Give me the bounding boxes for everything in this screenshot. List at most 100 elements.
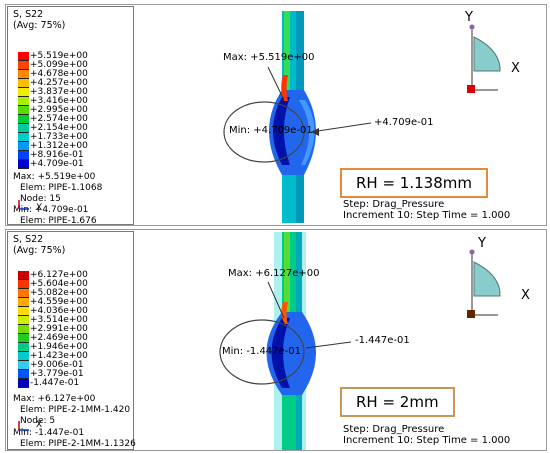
legend-level-label: +3.514e+00 xyxy=(30,315,88,325)
result-panel-top: S, S22 (Avg: 75%) +5.519e+00 +5.099e+00 +4… xyxy=(5,4,547,226)
min-value-callout: -1.447e-01 xyxy=(355,335,410,346)
max-info: Max: +6.127e+00 xyxy=(13,394,96,404)
legend-level-label: +1.946e+00 xyxy=(30,342,88,352)
legend-level-label: +1.312e+00 xyxy=(30,141,88,151)
legend-avg: (Avg: 75%) xyxy=(13,20,66,31)
legend-swatch xyxy=(18,343,29,352)
min-arrow-head xyxy=(311,128,319,136)
legend-swatch xyxy=(18,334,29,343)
min-elem: Elem: PIPE-1.676 xyxy=(20,216,97,226)
legend-swatch xyxy=(18,370,29,379)
legend-avg: (Avg: 75%) xyxy=(13,245,66,256)
legend-swatch xyxy=(18,52,29,61)
legend-level-label: +1.423e+00 xyxy=(30,351,88,361)
legend-swatch xyxy=(18,307,29,316)
legend-level-label: +2.154e+00 xyxy=(30,123,88,133)
axis-marker xyxy=(467,85,475,93)
legend-swatch xyxy=(18,280,29,289)
legend-swatch xyxy=(18,289,29,298)
legend-level-label: +5.082e+00 xyxy=(30,288,88,298)
legend-swatch xyxy=(18,61,29,70)
legend-labels: +6.127e+00 +5.604e+00 +5.082e+00 +4.559e+00… xyxy=(30,271,88,388)
legend-labels: +5.519e+00 +5.099e+00 +4.678e+00 +4.257e+00… xyxy=(30,52,88,169)
min-ellipse xyxy=(223,101,305,163)
legend-swatch xyxy=(18,325,29,334)
min-info: Min: +4.709e-01 xyxy=(13,205,89,215)
axis-marker xyxy=(467,310,475,318)
min-callout: Min: +4.709e-01 xyxy=(229,125,313,136)
rh-label-box: RH = 2mm xyxy=(340,387,455,417)
legend-swatch xyxy=(18,298,29,307)
legend-title: S, S22 xyxy=(13,9,44,20)
legend-level-label: +8.916e-01 xyxy=(30,150,84,160)
min-leader xyxy=(305,341,352,349)
max-elem: Elem: PIPE-1.1068 xyxy=(20,183,103,193)
legend-level-label: +4.036e+00 xyxy=(30,306,88,316)
legend-swatch xyxy=(18,115,29,124)
legend-level-label: +5.604e+00 xyxy=(30,279,88,289)
min-arrow xyxy=(310,122,372,133)
mini-triad-icon xyxy=(18,421,29,431)
legend-level-label: +2.574e+00 xyxy=(30,114,88,124)
increment-label: Increment 10: Step Time = 1.000 xyxy=(343,210,511,221)
axis-x-label: X xyxy=(521,288,530,303)
max-node: Node: 15 xyxy=(20,194,61,204)
viewport-top xyxy=(223,11,501,223)
min-info: Min: -1.447e-01 xyxy=(13,428,85,438)
legend-level-label: +4.709e-01 xyxy=(30,159,84,169)
step-label: Step: Drag_Pressure xyxy=(343,424,445,435)
legend-swatch xyxy=(18,106,29,115)
legend-level-label: +2.469e+00 xyxy=(30,333,88,343)
max-node: Node: 5 xyxy=(20,416,56,426)
legend-level-label: -1.447e-01 xyxy=(30,378,80,388)
rh-label-box: RH = 1.138mm xyxy=(340,168,488,198)
bulge-min-zone xyxy=(271,318,290,388)
legend-swatch xyxy=(18,271,29,280)
min-callout: Min: -1.447e-01 xyxy=(222,346,302,357)
quarter-model-icon xyxy=(473,261,501,297)
legend-level-label: +5.099e+00 xyxy=(30,60,88,70)
pipe-highlight xyxy=(284,11,290,91)
max-stress-zone xyxy=(281,75,288,101)
legend-box: S, S22 (Avg: 75%) +5.519e+00 +5.099e+00 +4… xyxy=(7,6,134,226)
legend-level-label: +2.991e+00 xyxy=(30,324,88,334)
pipe-highlight xyxy=(284,232,290,312)
min-elem: Elem: PIPE-2-1MM-1.1326 xyxy=(20,439,136,449)
legend-level-label: +3.837e+00 xyxy=(30,87,88,97)
legend-swatch xyxy=(18,124,29,133)
result-panel-bottom: S, S22 (Avg: 75%) +6.127e+00 +5.604e+00 +5… xyxy=(5,229,547,451)
axis-y-label: Y xyxy=(478,236,486,251)
legend-swatch xyxy=(18,70,29,79)
mini-triad-icon xyxy=(18,200,29,210)
legend-level-label: +4.678e+00 xyxy=(30,69,88,79)
max-info: Max: +5.519e+00 xyxy=(13,172,96,182)
quarter-model-icon xyxy=(473,36,501,72)
legend-level-label: +1.733e+00 xyxy=(30,132,88,142)
legend-title: S, S22 xyxy=(13,234,44,245)
mini-triad-x-label: X xyxy=(36,203,43,213)
legend-swatch xyxy=(18,97,29,106)
legend-level-label: +3.416e+00 xyxy=(30,96,88,106)
legend-swatch xyxy=(18,160,29,169)
legend-level-label: +9.006e-01 xyxy=(30,360,84,370)
bulge-min-zone xyxy=(273,97,290,165)
legend-box: S, S22 (Avg: 75%) +6.127e+00 +5.604e+00 +5… xyxy=(7,231,136,450)
min-ellipse xyxy=(219,319,305,385)
legend-level-label: +2.995e+00 xyxy=(30,105,88,115)
axis-origin-dot xyxy=(469,24,475,30)
bulge-side xyxy=(299,100,315,165)
max-leader xyxy=(267,66,285,101)
axis-origin-dot xyxy=(469,249,475,255)
legend-level-label: +3.779e-01 xyxy=(30,369,84,379)
legend-swatch xyxy=(18,352,29,361)
max-callout: Max: +5.519e+00 xyxy=(223,52,315,63)
legend-color-scale xyxy=(18,52,29,169)
legend-swatch xyxy=(18,133,29,142)
legend-swatch xyxy=(18,379,29,388)
legend-level-label: +6.127e+00 xyxy=(30,270,88,280)
legend-swatch xyxy=(18,151,29,160)
legend-swatch xyxy=(18,142,29,151)
axis-y-label: Y xyxy=(465,10,473,25)
max-leader xyxy=(267,281,285,319)
max-elem: Elem: PIPE-2-1MM-1.420 xyxy=(20,405,131,415)
